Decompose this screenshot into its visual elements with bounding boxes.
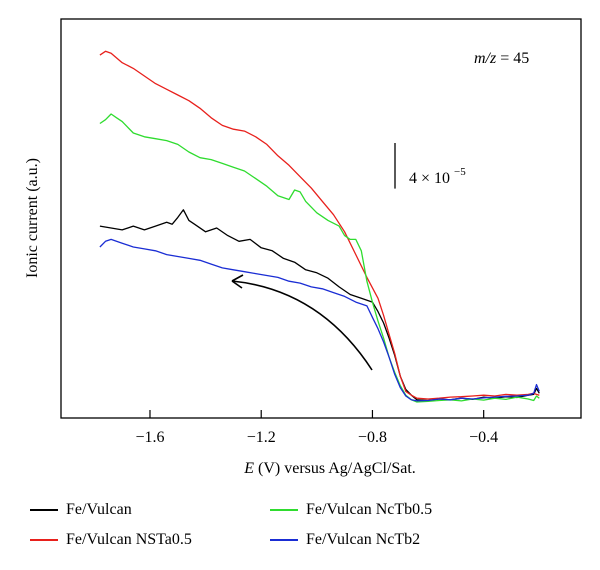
legend-swatch — [30, 509, 58, 511]
legend-label: Fe/Vulcan NSTa0.5 — [66, 531, 192, 548]
x-tick-label: −0.4 — [469, 429, 498, 446]
series-line-2 — [99, 50, 540, 400]
scale-bar-mantissa: 4 × 10 — [409, 170, 450, 187]
scale-bar-exponent: −5 — [454, 166, 466, 178]
series-line-4 — [99, 238, 540, 402]
legend-swatch — [270, 509, 298, 511]
legend-swatch — [270, 539, 298, 541]
legend-item: Fe/Vulcan NcTb0.5 — [270, 498, 432, 522]
plot-frame — [60, 18, 582, 419]
legend-label: Fe/Vulcan NcTb2 — [306, 531, 421, 548]
legend-item: Fe/Vulcan — [30, 498, 132, 522]
x-tick-label: −1.2 — [247, 429, 276, 446]
mz-value: = 45 — [500, 50, 529, 67]
series-group — [99, 50, 540, 403]
x-axis-unit: (V) versus Ag/AgCl/Sat. — [258, 460, 416, 477]
scale-bar-label: 4 × 10 −5 — [409, 166, 466, 187]
mz-label: m/z — [474, 50, 497, 67]
legend-item: Fe/Vulcan NSTa0.5 — [30, 528, 192, 552]
legend-label: Fe/Vulcan — [66, 501, 132, 518]
direction-arrow — [231, 280, 373, 371]
legend: Fe/Vulcan Fe/Vulcan NcTb0.5 Fe/Vulcan NSTa… — [30, 498, 590, 558]
x-axis-label: E (V) versus Ag/AgCl/Sat. — [243, 460, 416, 477]
legend-label: Fe/Vulcan NcTb0.5 — [306, 501, 433, 518]
series-line-3 — [99, 113, 540, 403]
chart: −1.6 −1.2 −0.8 −0.4 Ionic current (a.u.) E … — [24, 18, 582, 477]
x-axis-ticks: −1.6 −1.2 −0.8 −0.4 — [135, 410, 498, 446]
x-axis-variable: E — [243, 460, 254, 477]
legend-swatch — [30, 539, 58, 541]
y-axis-label: Ionic current (a.u.) — [24, 158, 41, 278]
arrow-head — [231, 274, 244, 289]
x-tick-label: −1.6 — [135, 429, 164, 446]
x-tick-label: −0.8 — [358, 429, 387, 446]
mz-annotation: m/z = 45 — [474, 50, 529, 67]
legend-item: Fe/Vulcan NcTb2 — [270, 528, 420, 552]
